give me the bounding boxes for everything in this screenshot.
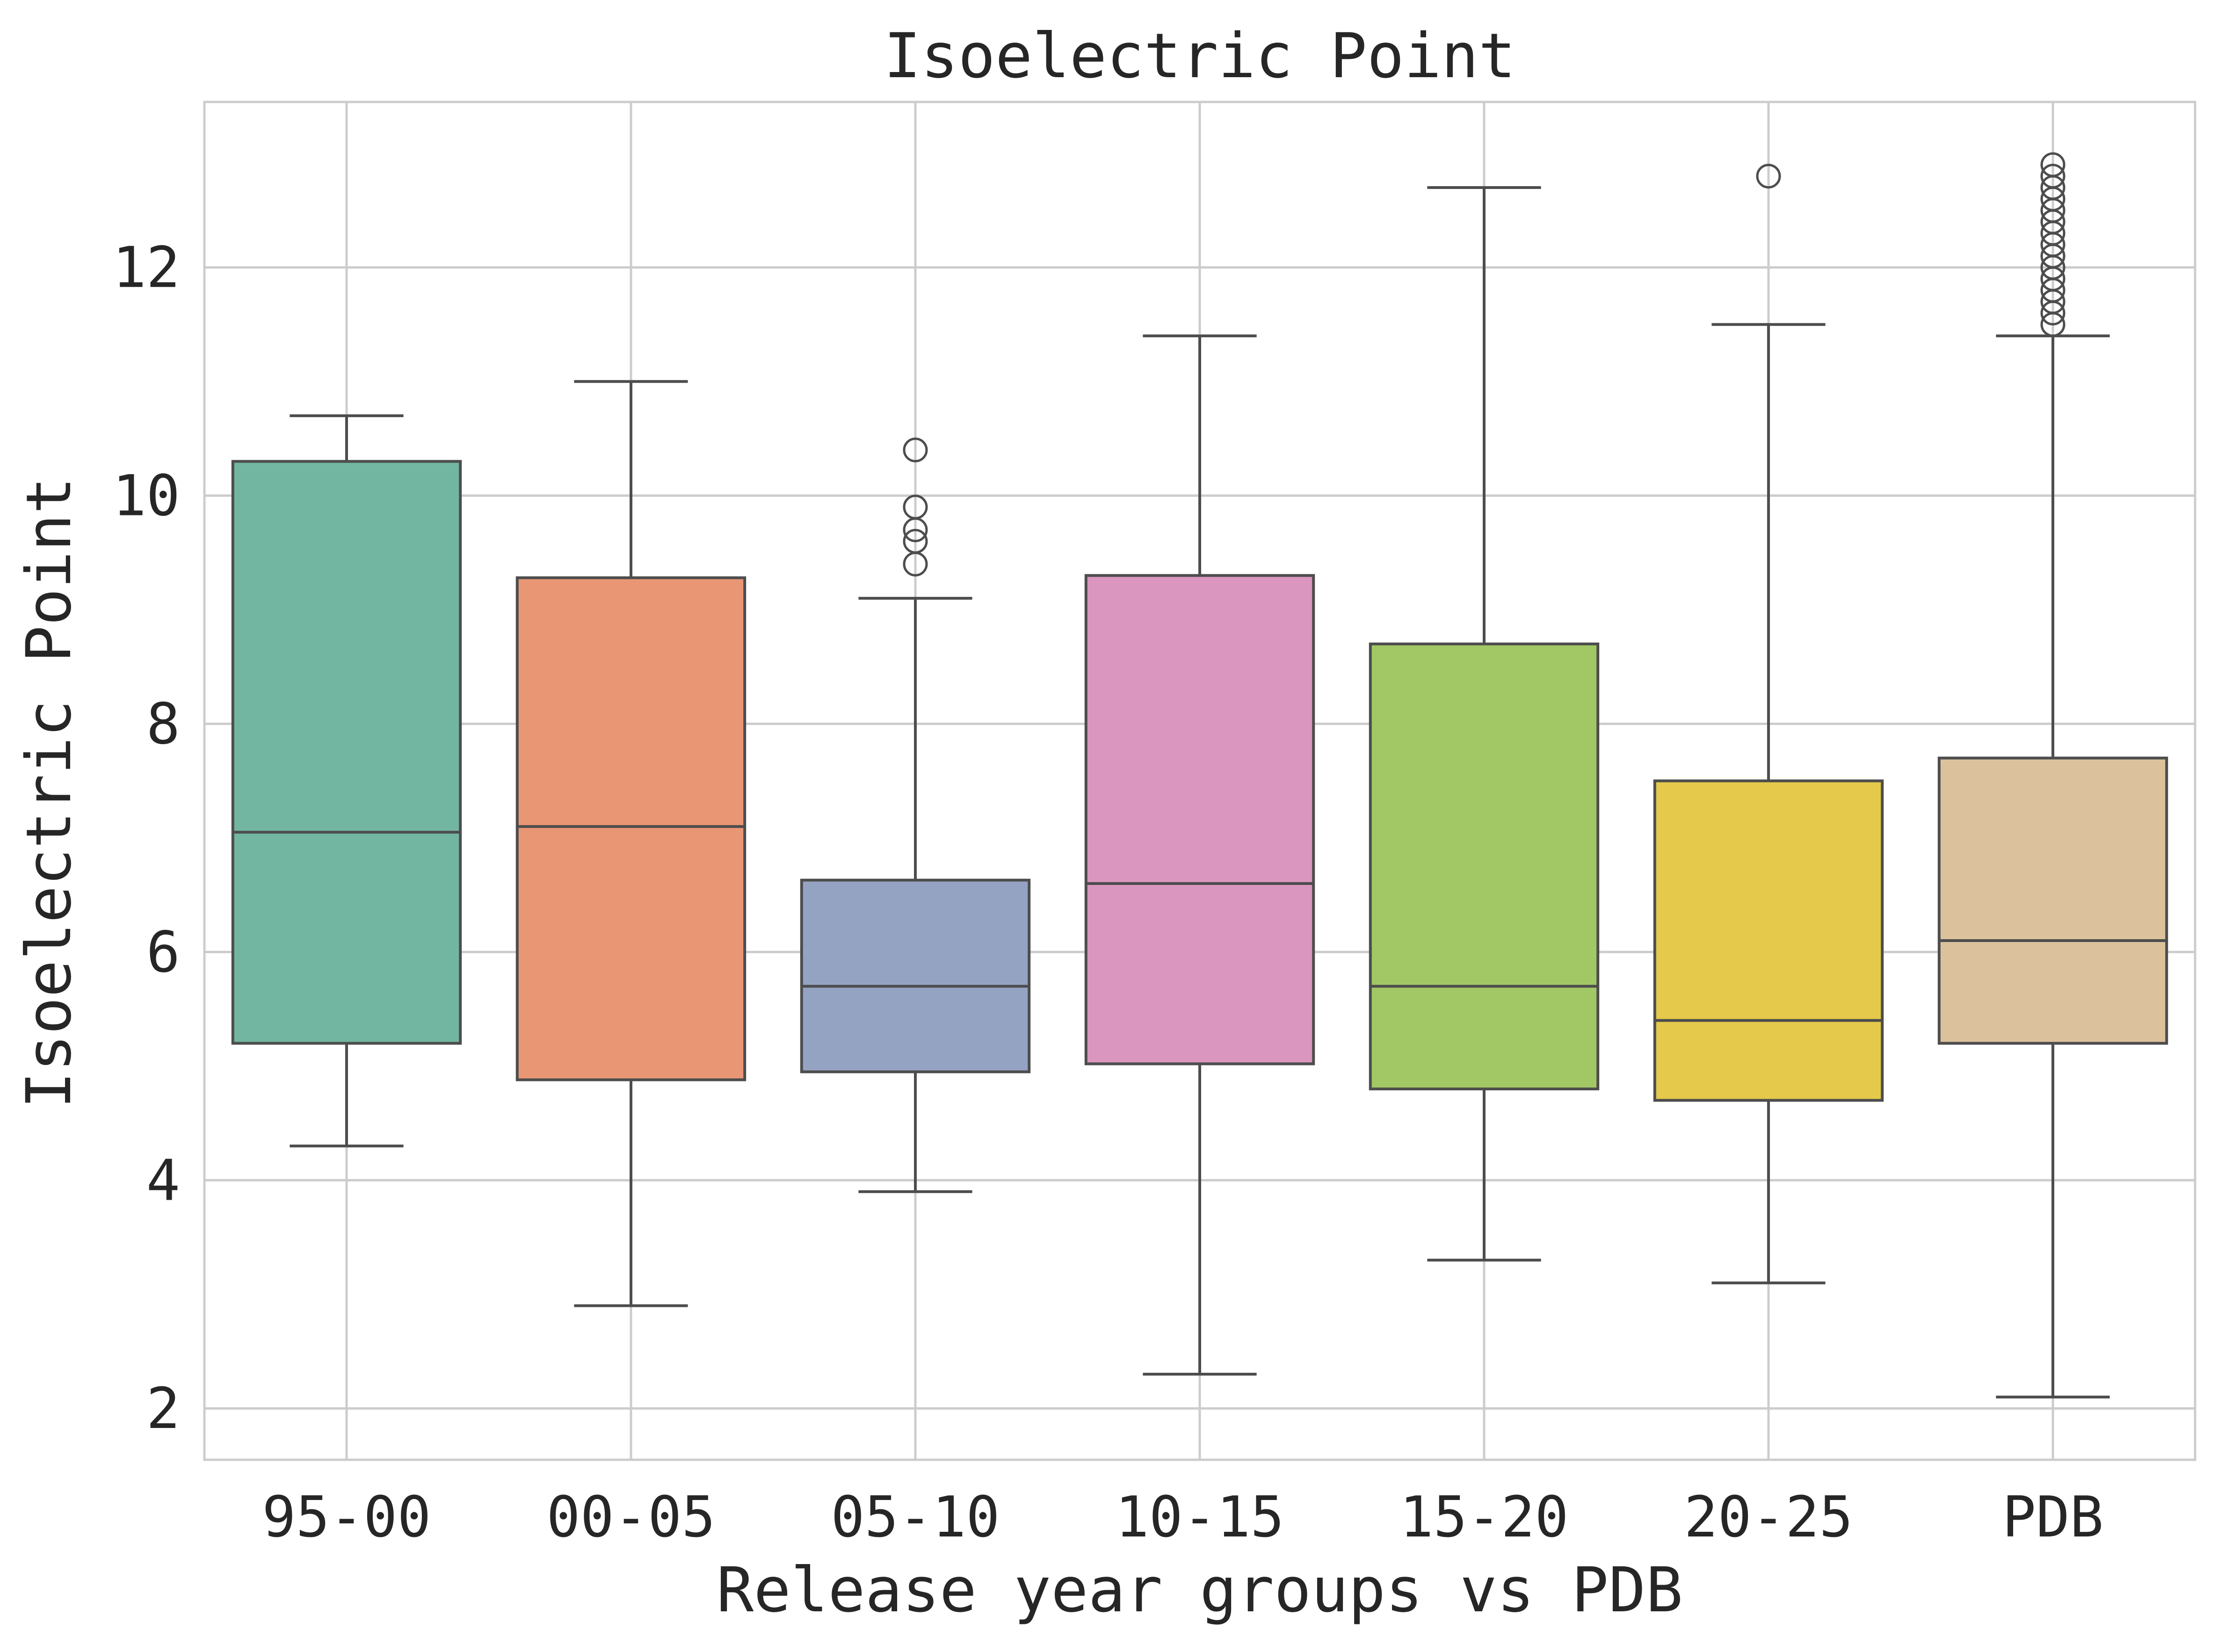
box-group-PDB (1937, 152, 2168, 1398)
outlier-point (903, 494, 928, 520)
iqr-box (1937, 756, 2168, 1045)
outlier-point (2040, 152, 2066, 177)
iqr-box (1369, 642, 1600, 1091)
outlier-point (903, 529, 928, 554)
chart-title: Isoelectric Point (884, 20, 1515, 92)
box-group-15-20 (1369, 186, 1600, 1262)
box-group-10-15 (1084, 334, 1315, 1376)
y-tick-label: 4 (146, 1148, 180, 1213)
boxes (231, 152, 2168, 1398)
plot-frame (203, 101, 2196, 1461)
x-tick-label: 15-20 (1399, 1485, 1568, 1550)
x-axis-label: Release year groups vs PDB (717, 1554, 1683, 1626)
y-tick-label: 10 (113, 464, 181, 529)
y-axis-label: Isoelectric Point (13, 477, 85, 1109)
x-tick-label: 20-25 (1684, 1485, 1853, 1550)
iqr-box (515, 576, 747, 1081)
y-tick-label: 2 (146, 1377, 180, 1442)
x-tick-label: 05-10 (831, 1485, 1000, 1550)
y-tick-label: 6 (146, 920, 180, 985)
iqr-box (1653, 779, 1884, 1102)
box-group-00-05 (515, 380, 747, 1307)
outlier-point (2040, 164, 2066, 189)
iqr-box (800, 878, 1031, 1073)
outlier-point (1756, 164, 1781, 189)
box-group-95-00 (231, 414, 462, 1148)
outlier-point (903, 437, 928, 463)
iqr-box (1084, 574, 1315, 1065)
box-group-05-10 (800, 437, 1031, 1193)
y-ticks: 2 4 6 8 10 12 (113, 236, 181, 1442)
y-tick-label: 12 (113, 236, 181, 301)
x-ticks: 95-00 00-05 05-10 10-15 15-20 20-25 PDB (262, 1485, 2103, 1550)
box-group-20-25 (1653, 164, 1884, 1284)
x-tick-label: 10-15 (1115, 1485, 1284, 1550)
y-tick-label: 8 (146, 692, 180, 757)
x-tick-label: 00-05 (546, 1485, 715, 1550)
x-tick-label: PDB (2002, 1485, 2104, 1550)
x-tick-label: 95-00 (262, 1485, 431, 1550)
iqr-box (231, 460, 462, 1045)
